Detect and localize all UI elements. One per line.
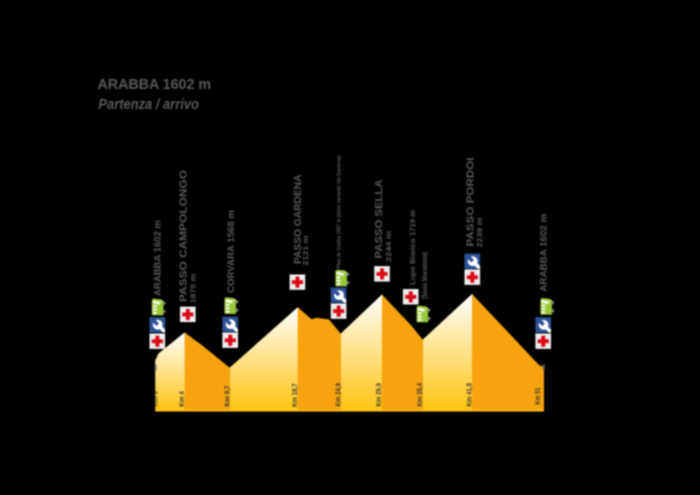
- svg-text:Km 24,9: Km 24,9: [335, 383, 342, 407]
- svg-text:CORVARA 1568 m: CORVARA 1568 m: [226, 210, 237, 293]
- svg-text:(bivio Maratona): (bivio Maratona): [422, 252, 429, 299]
- svg-text:PASSO SELLA: PASSO SELLA: [373, 179, 385, 258]
- svg-text:Km 51: Km 51: [535, 388, 542, 405]
- svg-text:ARABBA 1602 m: ARABBA 1602 m: [539, 214, 550, 292]
- svg-text:Km 35,4: Km 35,4: [417, 383, 424, 407]
- svg-text:1875 m: 1875 m: [189, 273, 198, 303]
- svg-text:2244 m: 2244 m: [384, 231, 393, 262]
- svg-text:ARABBA 1602 m: ARABBA 1602 m: [98, 76, 212, 93]
- svg-text:PASSO CAMPOLONGO: PASSO CAMPOLONGO: [178, 170, 190, 302]
- svg-text:Lupo Bianco 1719 m: Lupo Bianco 1719 m: [410, 210, 417, 285]
- svg-text:Plan de Gralba 1807 m (bivio v: Plan de Gralba 1807 m (bivio variante Va…: [337, 155, 343, 268]
- svg-text:Partenza / arrivo: Partenza / arrivo: [98, 96, 198, 113]
- svg-text:2239 m: 2239 m: [475, 217, 484, 247]
- svg-text:Km 9,7: Km 9,7: [225, 385, 232, 406]
- svg-text:Km 29,9: Km 29,9: [376, 383, 383, 407]
- svg-text:PASSO PORDOI: PASSO PORDOI: [464, 157, 476, 246]
- svg-text:Km 41,8: Km 41,8: [467, 383, 474, 407]
- svg-text:PASSO GARDENA: PASSO GARDENA: [293, 175, 304, 265]
- svg-text:2121 m: 2121 m: [301, 235, 310, 265]
- svg-text:ARABBA 1602 m: ARABBA 1602 m: [152, 220, 163, 296]
- svg-text:Km 4: Km 4: [179, 391, 186, 407]
- svg-text:Km 18,7: Km 18,7: [292, 383, 299, 407]
- svg-text:Km 0: Km 0: [152, 391, 159, 407]
